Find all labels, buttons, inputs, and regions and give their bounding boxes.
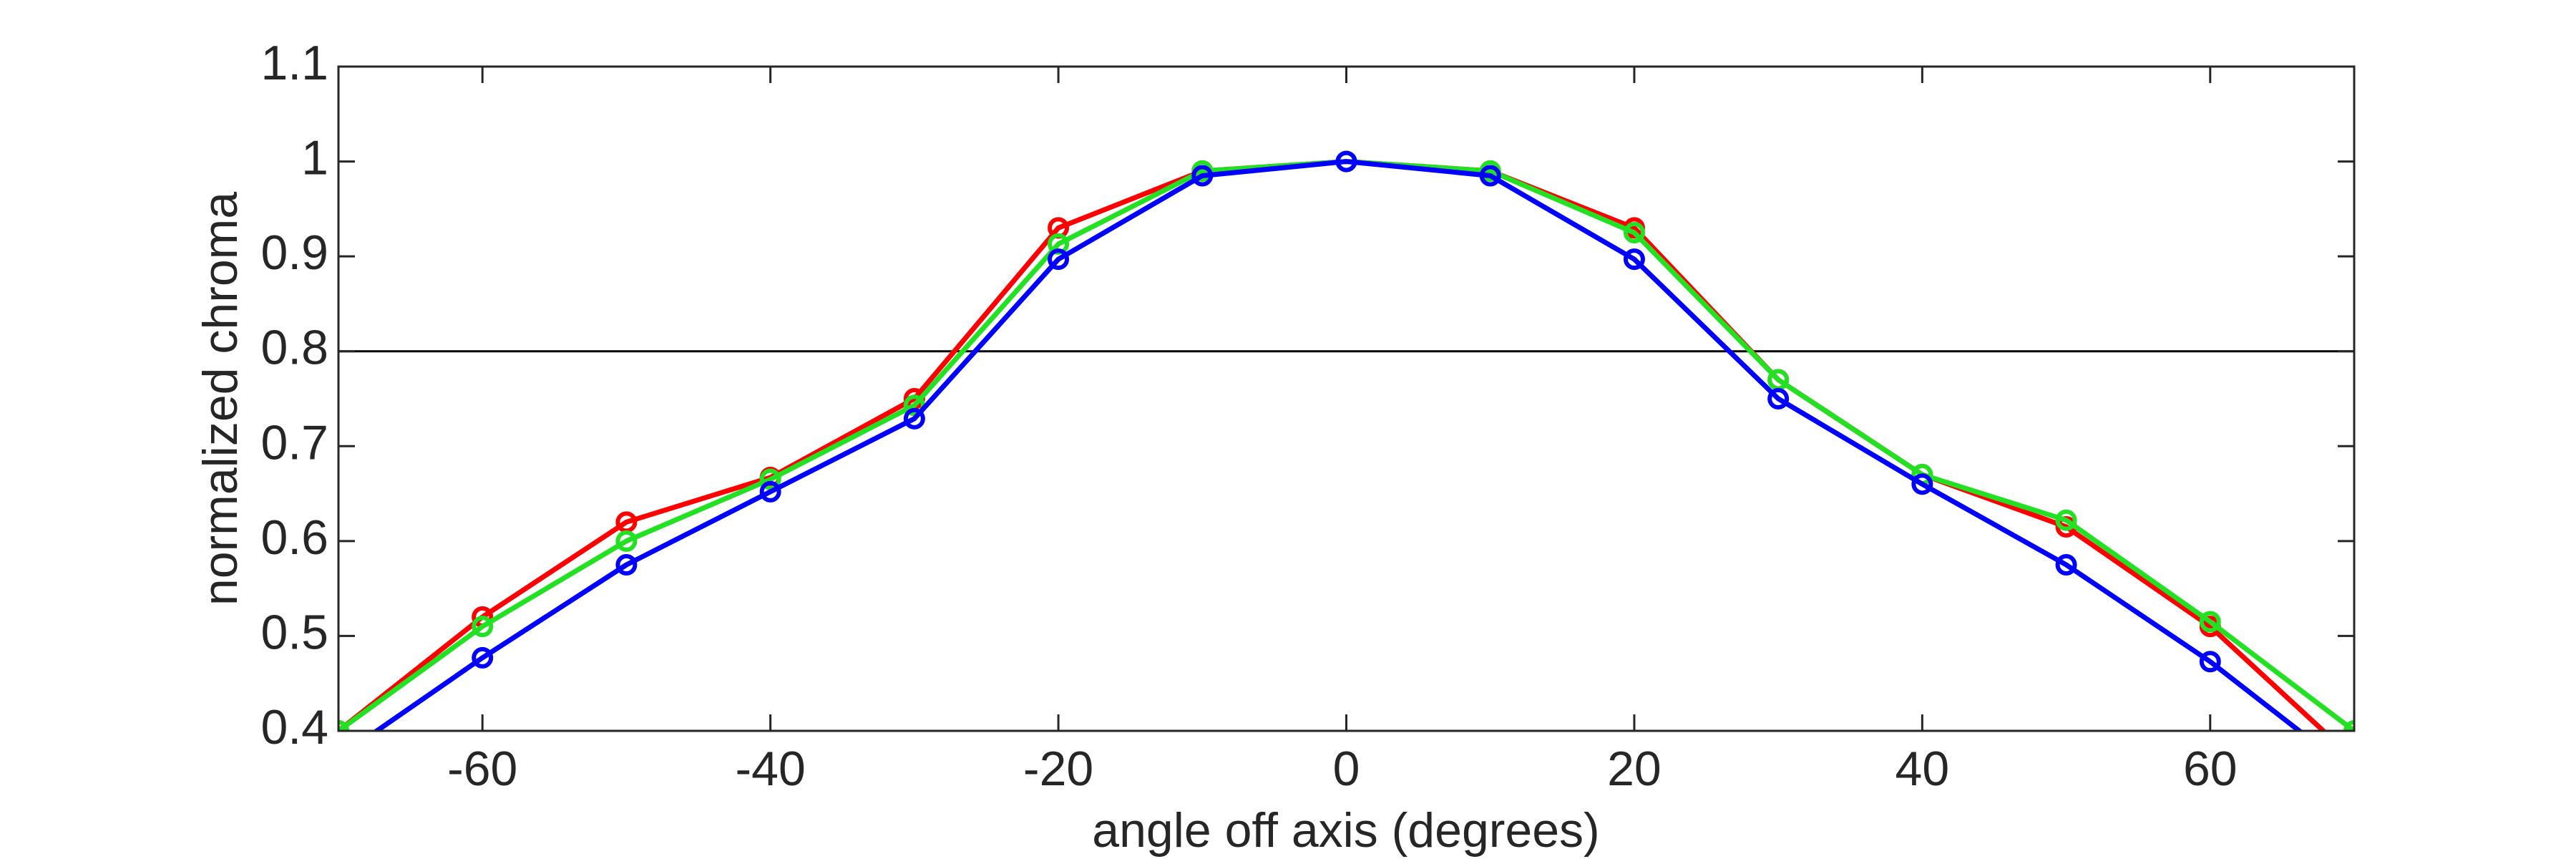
data-point xyxy=(2346,765,2363,782)
data-point xyxy=(2055,554,2077,576)
data-layer xyxy=(330,150,2363,782)
data-point xyxy=(472,616,494,638)
data-point xyxy=(1048,248,1070,271)
y-tick-label: 0.7 xyxy=(260,415,328,470)
x-tick-label: -40 xyxy=(736,742,806,796)
y-tick-label: 0.8 xyxy=(260,321,328,375)
data-point xyxy=(472,646,494,669)
data-point xyxy=(2346,751,2363,768)
x-tick-label: 20 xyxy=(1607,742,1662,796)
x-tick-label: 60 xyxy=(2183,742,2238,796)
x-tick-label: 40 xyxy=(1896,742,1950,796)
data-point xyxy=(615,530,638,552)
data-point xyxy=(1623,222,1645,243)
plot-area xyxy=(338,67,2354,731)
y-tick-label: 1 xyxy=(301,131,328,185)
data-point xyxy=(1623,248,1645,271)
data-point xyxy=(1191,165,1214,187)
data-point xyxy=(330,749,347,766)
y-axis-label: normalized chroma xyxy=(193,192,248,606)
y-tick-label: 1.1 xyxy=(260,36,328,90)
x-tick-label: -20 xyxy=(1023,742,1093,796)
data-point xyxy=(903,407,925,430)
data-point xyxy=(759,480,781,503)
x-axis-label: angle off axis (degrees) xyxy=(1092,803,1599,858)
data-point xyxy=(2055,509,2077,531)
y-tick-label: 0.9 xyxy=(260,225,328,280)
y-tick-label: 0.5 xyxy=(260,605,328,659)
data-point xyxy=(903,394,925,417)
data-point xyxy=(759,468,781,490)
x-tick-label: 0 xyxy=(1333,742,1360,796)
series-line xyxy=(372,159,2303,731)
data-point xyxy=(1335,150,1357,173)
data-point xyxy=(1911,473,1933,495)
y-tick-label: 0.4 xyxy=(260,700,328,754)
data-point xyxy=(1479,165,1501,187)
x-tick-label: -60 xyxy=(447,742,517,796)
data-point xyxy=(2199,651,2221,673)
data-point xyxy=(1767,388,1790,409)
y-tick-label: 0.6 xyxy=(260,510,328,565)
data-point xyxy=(2199,611,2221,633)
data-point xyxy=(615,554,638,576)
